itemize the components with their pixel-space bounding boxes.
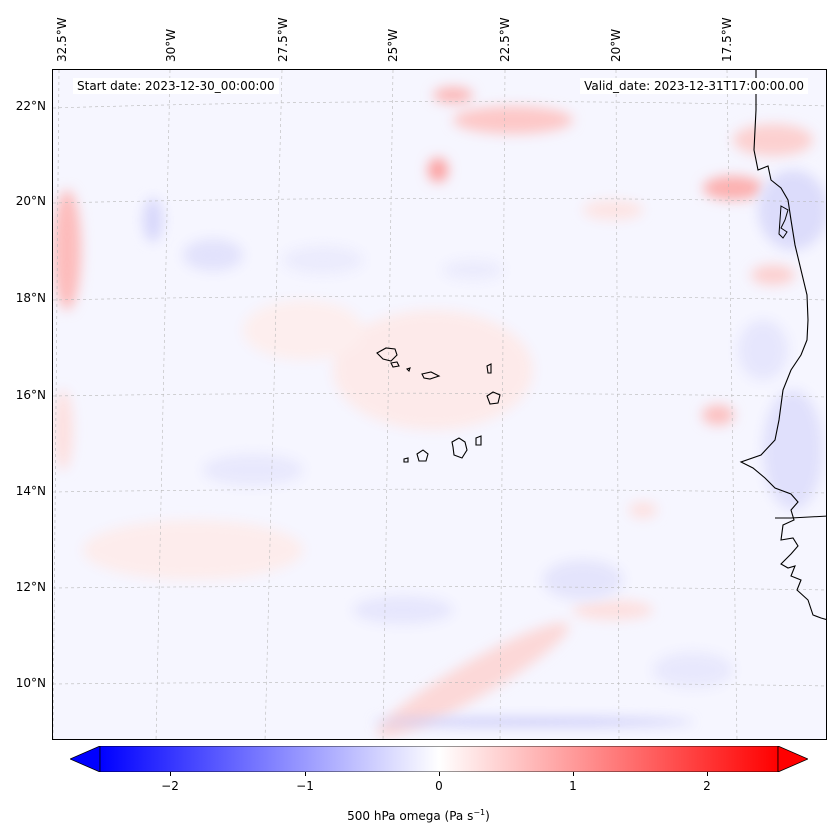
map-panel: Start date: 2023-12-30_00:00:00 Valid_da… bbox=[52, 69, 827, 740]
omega-field-map bbox=[53, 70, 826, 739]
colorbar-label-text: 500 hPa omega (Pa s bbox=[347, 809, 474, 823]
cape-verde-islands bbox=[376, 347, 501, 463]
colorbar-label: 500 hPa omega (Pa s−1) bbox=[0, 808, 837, 823]
lon-label: 22.5°W bbox=[498, 17, 512, 62]
colorbar-tick-label: 0 bbox=[435, 779, 443, 793]
lon-label: 30°W bbox=[164, 28, 178, 62]
lon-label: 20°W bbox=[609, 28, 623, 62]
colorbar-tickmark bbox=[439, 772, 440, 776]
colorbar-svg bbox=[68, 745, 810, 773]
lon-label: 32.5°W bbox=[55, 17, 69, 62]
valid-date-text: Valid_date: 2023-12-31T17:00:00.00 bbox=[580, 78, 808, 94]
lon-label: 25°W bbox=[386, 28, 400, 62]
lat-label: 16°N bbox=[15, 388, 46, 402]
lat-label: 14°N bbox=[15, 484, 46, 498]
colorbar-tickmark bbox=[170, 772, 171, 776]
africa-coastline bbox=[739, 70, 826, 621]
lat-label: 22°N bbox=[15, 99, 46, 113]
positive-omega-patches bbox=[53, 87, 813, 738]
colorbar-extend-min bbox=[68, 745, 101, 773]
colorbar-tick-label: 1 bbox=[569, 779, 577, 793]
colorbar-tickmark bbox=[573, 772, 574, 776]
lat-label: 10°N bbox=[15, 676, 46, 690]
gridlines bbox=[53, 70, 826, 739]
colorbar-label-close: ) bbox=[485, 809, 490, 823]
colorbar-tickmark bbox=[305, 772, 306, 776]
gambia-inlet bbox=[775, 515, 826, 519]
negative-omega-patches bbox=[143, 170, 826, 726]
lat-label: 18°N bbox=[15, 291, 46, 305]
lon-label: 27.5°W bbox=[276, 17, 290, 62]
colorbar-tick-label: −2 bbox=[161, 779, 179, 793]
lat-label: 20°N bbox=[15, 194, 46, 208]
coast-inlet bbox=[778, 205, 789, 239]
start-date-text: Start date: 2023-12-30_00:00:00 bbox=[73, 78, 279, 94]
colorbar-tick-label: 2 bbox=[703, 779, 711, 793]
colorbar bbox=[68, 745, 810, 773]
colorbar-extend-max bbox=[777, 745, 810, 773]
colorbar-tick-label: −1 bbox=[296, 779, 314, 793]
colorbar-gradient bbox=[99, 745, 779, 773]
colorbar-label-exponent: −1 bbox=[473, 808, 486, 817]
colorbar-tickmark bbox=[707, 772, 708, 776]
lat-label: 12°N bbox=[15, 580, 46, 594]
lon-label: 17.5°W bbox=[720, 17, 734, 62]
